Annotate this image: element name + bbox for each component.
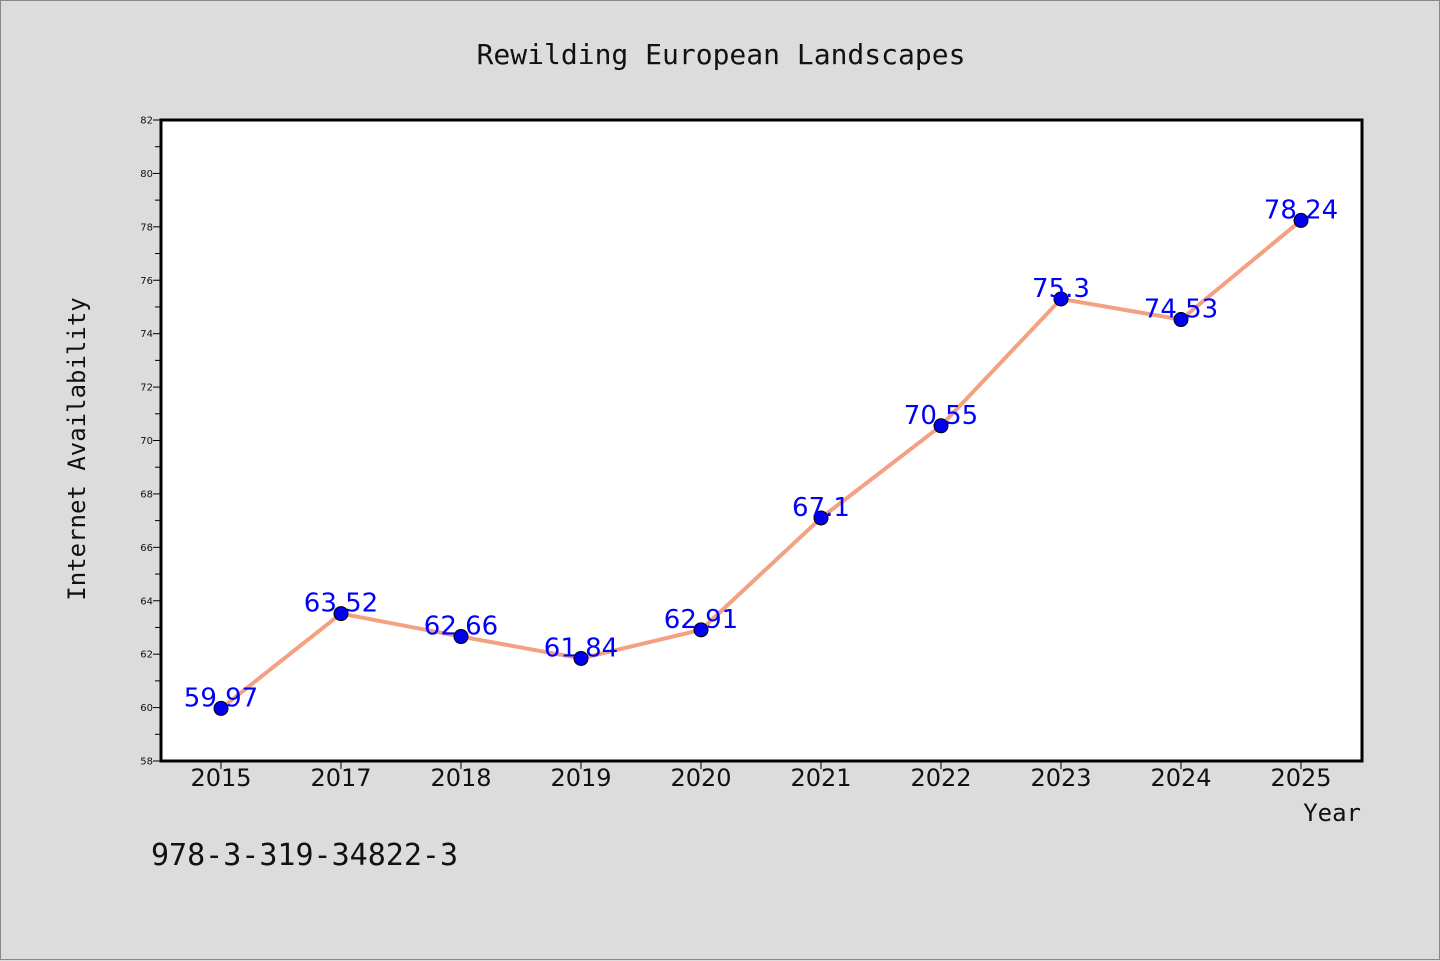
x-tick-label: 2023: [1030, 764, 1091, 792]
y-tick-label: 68: [140, 489, 153, 500]
plot-area: [161, 120, 1362, 761]
y-tick-label: 66: [140, 543, 153, 554]
data-label: 75.3: [1032, 274, 1090, 304]
data-point: [1053, 291, 1069, 307]
x-tick-label: 2019: [550, 764, 611, 792]
data-point: [693, 622, 709, 638]
data-label: 62.91: [664, 605, 738, 635]
data-point: [1293, 212, 1309, 228]
series-line: [219, 218, 1303, 711]
data-point: [813, 510, 829, 526]
y-tick-label: 78: [140, 222, 153, 233]
x-tick-label: 2020: [670, 764, 731, 792]
data-point: [453, 629, 469, 645]
data-label-layer: 59.97 63.52 62.66 61.84 62.91 67.1 70.55 75.3 74…: [184, 195, 1338, 713]
y-tick-label: 82: [140, 116, 153, 127]
x-tick-label: 2022: [910, 764, 971, 792]
y-tick-label: 74: [140, 329, 153, 340]
y-tick-label: 76: [140, 276, 153, 287]
data-label: 61.84: [544, 633, 618, 663]
data-point: [213, 700, 229, 716]
data-label: 67.1: [792, 493, 850, 523]
y-tick-label: 70: [140, 436, 153, 447]
data-label: 74.53: [1144, 295, 1218, 325]
y-tick-label: 62: [140, 650, 153, 661]
x-tick-label: 2017: [310, 764, 371, 792]
x-axis-label: Year: [1303, 799, 1361, 827]
y-tick-label: 72: [140, 383, 153, 394]
x-tick-label: 2024: [1150, 764, 1211, 792]
x-tick-label: 2021: [790, 764, 851, 792]
data-label: 63.52: [304, 589, 378, 619]
y-tick-label: 58: [140, 757, 153, 768]
x-tick-label: 2015: [190, 764, 251, 792]
x-tick-label: 2018: [430, 764, 491, 792]
data-point: [1173, 312, 1189, 328]
data-point: [573, 650, 589, 666]
data-label: 70.55: [904, 401, 978, 431]
plot-border: [159, 118, 1364, 763]
data-label: 78.24: [1264, 195, 1338, 225]
y-tick-label: 64: [140, 596, 153, 607]
x-axis-ticks: 2015 2017 2018 2019 2020 2021 2022 2023 2024 2025: [190, 761, 1332, 792]
y-axis-ticks: 58 60 62 64 66 68 70 72 74 76 78 80 82: [140, 116, 161, 768]
y-axis-label: Internet Availability: [63, 297, 91, 600]
chart-title: Rewilding European Landscapes: [477, 38, 966, 71]
data-label: 59.97: [184, 683, 258, 713]
data-point: [333, 606, 349, 622]
isbn-text: 978-3-319-34822-3: [151, 838, 458, 873]
y-tick-label: 80: [140, 169, 153, 180]
data-label: 62.66: [424, 612, 498, 642]
x-tick-label: 2025: [1270, 764, 1331, 792]
series-layer: [213, 212, 1309, 716]
y-tick-label: 60: [140, 703, 153, 714]
data-point: [933, 418, 949, 434]
